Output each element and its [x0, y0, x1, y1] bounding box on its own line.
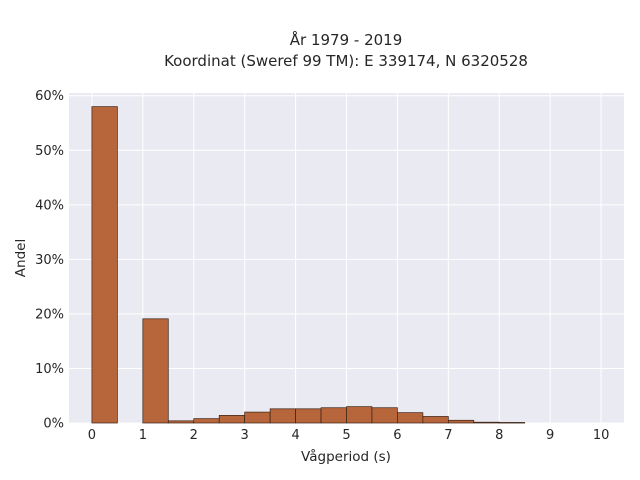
y-tick-label: 20% — [35, 307, 64, 322]
x-tick-label: 8 — [495, 428, 503, 443]
x-axis-label: Vågperiod (s) — [301, 448, 391, 465]
x-tick-label: 9 — [546, 428, 554, 443]
histogram-bar — [295, 408, 322, 424]
histogram-bar — [320, 407, 347, 424]
x-axis-ticks: 0 1 2 3 4 5 6 7 8 9 10 — [88, 428, 610, 443]
histogram-bar — [371, 407, 398, 424]
x-tick-label: 0 — [88, 428, 96, 443]
x-tick-label: 5 — [342, 428, 350, 443]
histogram-bar — [193, 418, 220, 424]
chart-title-line-2: Koordinat (Sweref 99 TM): E 339174, N 63… — [164, 52, 528, 70]
histogram-bar — [218, 415, 246, 424]
x-tick-label: 2 — [190, 428, 198, 443]
histogram-bar — [346, 406, 373, 424]
histogram-bar — [473, 421, 500, 424]
y-tick-label: 40% — [35, 198, 64, 213]
grid-lines — [69, 93, 624, 424]
histogram-bar — [447, 419, 475, 424]
histogram-bar — [91, 106, 118, 424]
histogram-bars — [91, 106, 526, 424]
y-axis-label: Andel — [13, 239, 29, 277]
y-tick-label: 0% — [43, 417, 64, 432]
histogram-bar — [167, 420, 195, 424]
y-tick-label: 50% — [35, 144, 64, 159]
x-tick-label: 6 — [393, 428, 401, 443]
x-tick-label: 4 — [291, 428, 299, 443]
histogram-bar — [244, 411, 271, 424]
histogram-bar — [498, 422, 526, 424]
y-tick-label: 60% — [35, 89, 64, 104]
x-tick-label: 7 — [444, 428, 452, 443]
chart-title-line-1: År 1979 - 2019 — [290, 30, 403, 49]
histogram-bar — [397, 412, 424, 424]
y-tick-label: 10% — [35, 362, 64, 377]
histogram-bar — [422, 416, 449, 424]
x-tick-label: 1 — [139, 428, 147, 443]
y-tick-label: 30% — [35, 253, 64, 268]
x-tick-label: 3 — [241, 428, 249, 443]
y-axis-ticks: 0% 10% 20% 30% 40% 50% 60% — [35, 89, 64, 431]
histogram-bar — [142, 318, 169, 424]
histogram-bar — [269, 408, 296, 424]
x-tick-label: 10 — [593, 428, 610, 443]
